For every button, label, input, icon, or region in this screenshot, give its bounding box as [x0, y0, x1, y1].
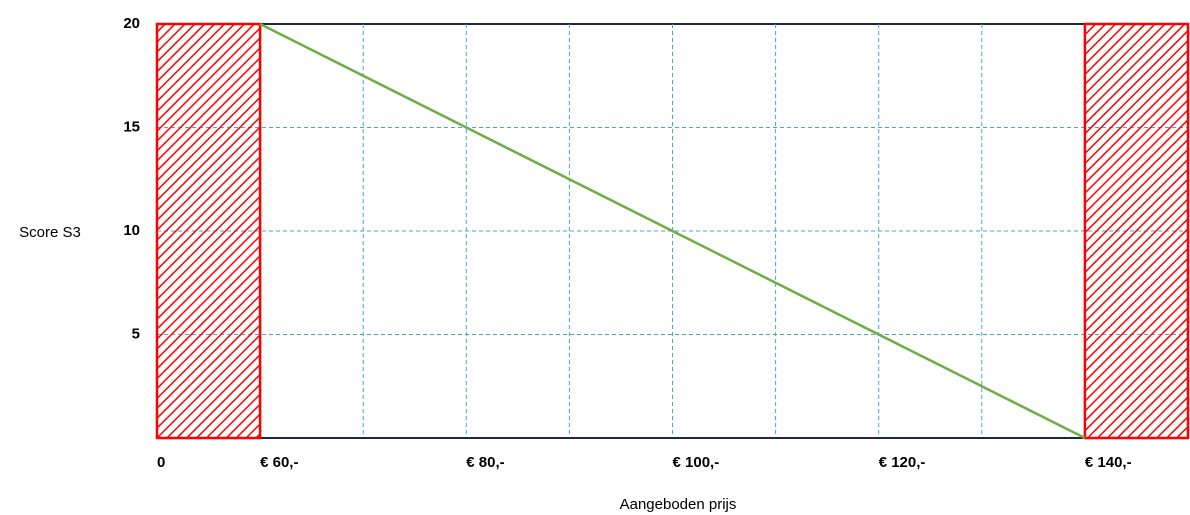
y-axis-label: Score S3	[19, 224, 81, 241]
y-tick-label: 5	[132, 325, 140, 342]
y-tick-label: 20	[123, 15, 140, 32]
x-tick-label: € 100,-	[673, 454, 720, 471]
x-tick-label: 0	[157, 454, 165, 471]
x-tick-label: € 60,-	[260, 454, 298, 471]
x-tick-label: € 140,-	[1085, 454, 1132, 471]
y-tick-label: 10	[123, 222, 140, 239]
excluded-range	[1083, 22, 1190, 440]
x-axis-label: Aangeboden prijs	[620, 496, 737, 513]
excluded-range	[155, 22, 262, 440]
price-line	[259, 22, 1086, 440]
x-tick-label: € 80,-	[466, 454, 504, 471]
y-tick-label: 15	[123, 118, 140, 135]
x-tick-label: € 120,-	[879, 454, 926, 471]
